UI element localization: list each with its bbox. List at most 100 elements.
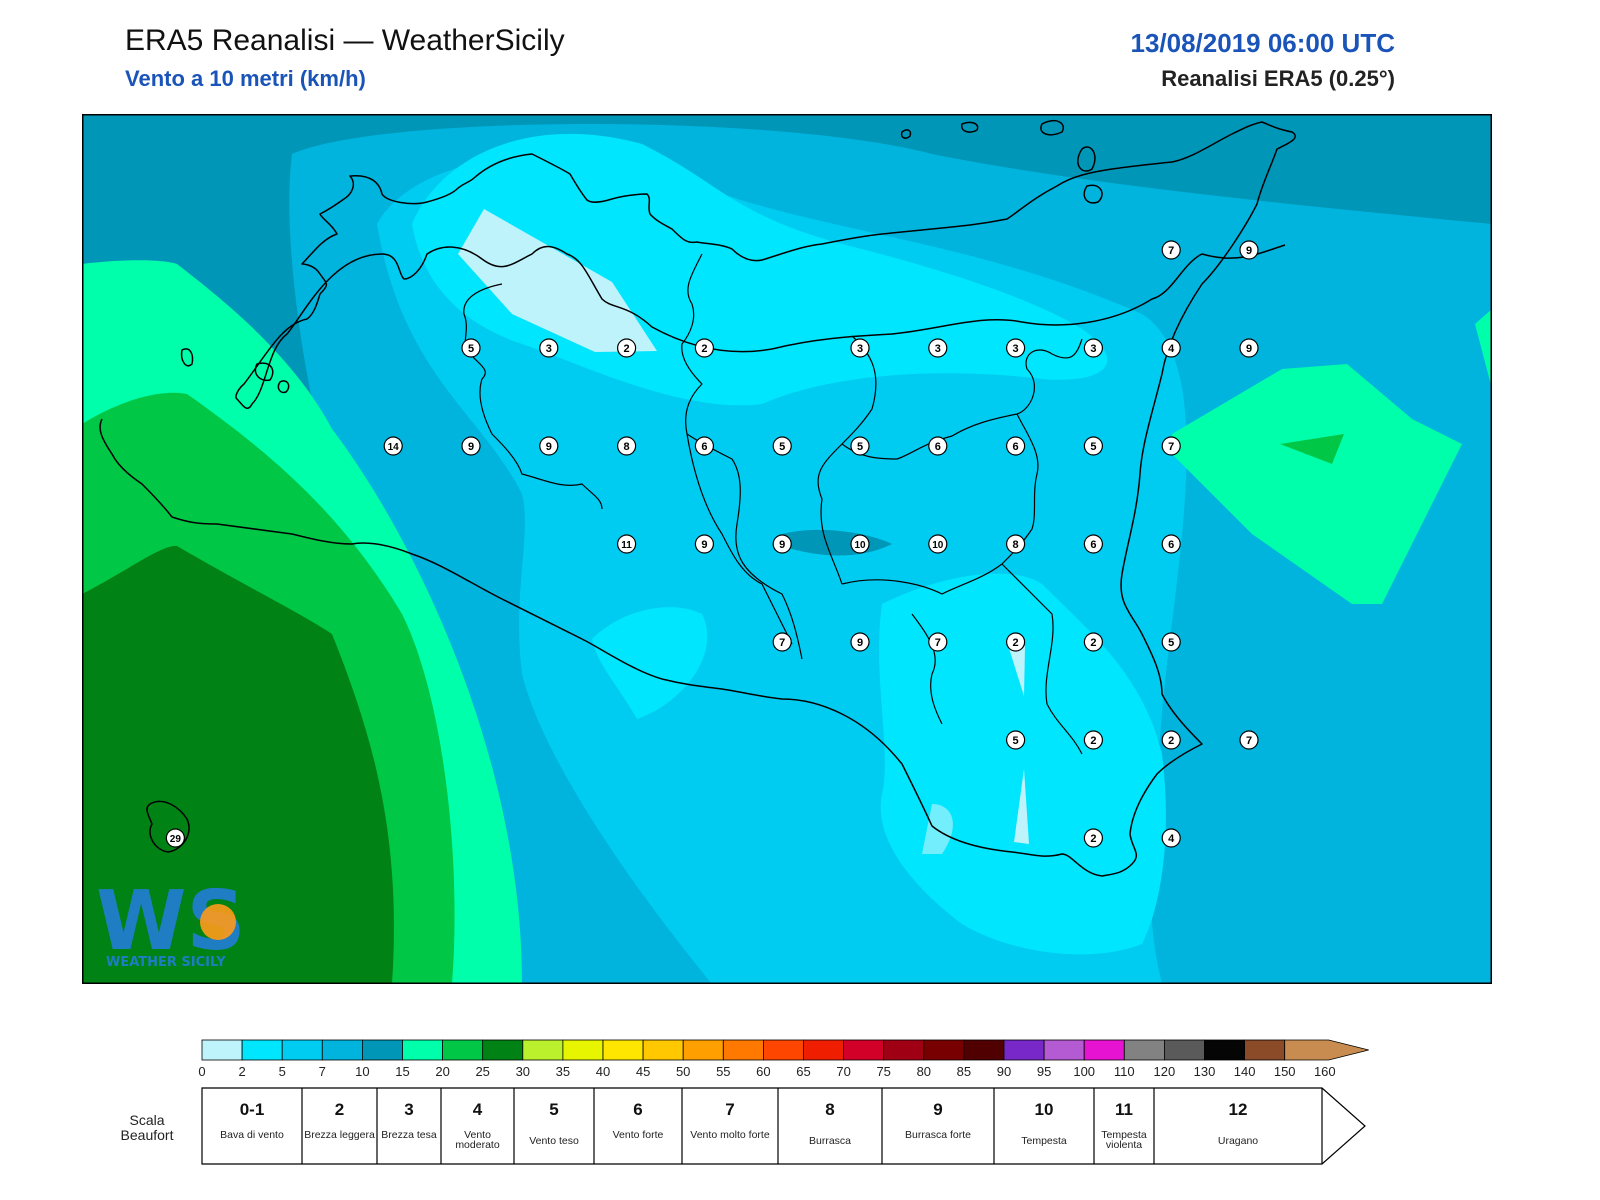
tick-label: 85 xyxy=(957,1064,971,1079)
tick-label: 90 xyxy=(997,1064,1011,1079)
map-datetime: 13/08/2019 06:00 UTC xyxy=(1130,28,1395,58)
tick-label: 5 xyxy=(279,1064,286,1079)
wind-value: 11 xyxy=(621,540,632,551)
tick-label: 150 xyxy=(1274,1064,1296,1079)
coastline xyxy=(99,120,1297,877)
wind-value-marker: 29 xyxy=(165,828,185,848)
beaufort-number: 5 xyxy=(549,1100,559,1119)
beaufort-title: Scala Beaufort xyxy=(120,1112,174,1143)
wind-value: 6 xyxy=(935,441,941,453)
wind-value-marker: 5 xyxy=(850,436,870,456)
wind-value: 6 xyxy=(1168,539,1174,551)
logo-caption: WEATHER SICILY xyxy=(106,955,226,970)
beaufort-number: 6 xyxy=(633,1100,643,1119)
tick-label: 65 xyxy=(796,1064,810,1079)
wind-value: 2 xyxy=(1090,637,1096,649)
color-swatch xyxy=(1123,1039,1165,1061)
wind-value: 3 xyxy=(935,343,941,355)
color-swatch xyxy=(1204,1039,1245,1061)
color-swatch xyxy=(562,1039,604,1061)
wind-value: 6 xyxy=(1090,539,1096,551)
marker-circle xyxy=(539,338,559,358)
wind-value: 5 xyxy=(779,441,785,453)
tick-label: 100 xyxy=(1073,1064,1095,1079)
wind-value-marker: 5 xyxy=(1083,436,1104,456)
wind-value: 2 xyxy=(701,343,707,355)
tick-label: 160 xyxy=(1314,1064,1336,1079)
marker-circle xyxy=(1161,632,1181,652)
tick-label: 110 xyxy=(1114,1064,1135,1079)
wind-value: 7 xyxy=(935,637,941,649)
wind-value: 6 xyxy=(1013,441,1019,453)
color-scale-bar xyxy=(201,1039,1369,1061)
beaufort-description: Vento molto forte xyxy=(690,1129,770,1141)
color-swatch xyxy=(1083,1039,1125,1061)
wind-value-marker: 9 xyxy=(1239,338,1259,358)
color-swatch xyxy=(201,1039,243,1061)
beaufort-cell: 5 Vento teso xyxy=(514,1088,594,1164)
marker-circle xyxy=(1161,828,1181,848)
wind-value-marker: 5 xyxy=(1005,730,1026,750)
marker-circle xyxy=(1083,828,1104,848)
beaufort-cell: 12 Uragano xyxy=(1154,1088,1322,1164)
wind-value: 3 xyxy=(1013,343,1019,355)
wind-value: 9 xyxy=(546,441,552,453)
beaufort-cell: 0-1 Bava di vento xyxy=(202,1088,302,1164)
marker-circle xyxy=(928,338,948,358)
wind-value: 3 xyxy=(857,343,863,355)
marker-circle xyxy=(383,436,403,456)
color-swatch xyxy=(883,1039,925,1061)
marker-circle xyxy=(928,632,948,652)
beaufort-cell: 3 Brezza tesa xyxy=(377,1088,441,1164)
marker-circle xyxy=(1239,338,1259,358)
marker-circle xyxy=(461,436,481,456)
wind-value-marker: 2 xyxy=(1083,730,1104,750)
wind-value: 5 xyxy=(1168,637,1174,649)
wind-value-marker: 9 xyxy=(850,632,870,652)
marker-circle xyxy=(1239,240,1259,260)
tick-label: 2 xyxy=(238,1064,245,1079)
wind-value: 9 xyxy=(779,539,785,551)
wind-value-marker: 5 xyxy=(461,338,481,358)
color-scale-ticks: 0 2 5 7 10 15 20 25 30 35 40 45 50 55 60 65 70 75 80 85 90 95… xyxy=(198,1064,1335,1079)
wind-value-marker: 2 xyxy=(1083,828,1104,848)
wind-value-marker: 2 xyxy=(1083,632,1104,652)
wind-value: 9 xyxy=(1246,245,1252,257)
marker-circle xyxy=(928,534,948,554)
marker-circle xyxy=(1239,730,1259,750)
wind-value-marker: 7 xyxy=(1161,436,1181,456)
marker-circle xyxy=(1083,632,1104,652)
wind-value: 7 xyxy=(1168,441,1174,453)
tick-label: 25 xyxy=(475,1064,489,1079)
color-swatch xyxy=(682,1039,724,1061)
wind-value-marker: 7 xyxy=(1239,730,1259,750)
wind-value: 2 xyxy=(1090,833,1096,845)
wind-value: 2 xyxy=(1090,735,1096,747)
beaufort-description: Vento forte xyxy=(612,1129,664,1141)
marker-circle xyxy=(539,436,559,456)
tick-label: 75 xyxy=(876,1064,890,1079)
wind-value: 4 xyxy=(1168,833,1175,845)
wind-value-marker: 4 xyxy=(1161,828,1181,848)
wind-value: 8 xyxy=(624,441,630,453)
wind-value: 2 xyxy=(1013,637,1019,649)
marker-circle xyxy=(1005,632,1026,652)
color-swatch xyxy=(602,1039,644,1061)
marker-circle xyxy=(1083,534,1104,554)
marker-circle xyxy=(694,338,715,358)
wind-value: 7 xyxy=(1246,735,1252,747)
beaufort-number: 8 xyxy=(825,1100,835,1119)
wind-value-marker: 9 xyxy=(539,436,559,456)
wind-value-marker: 3 xyxy=(850,338,870,358)
wind-value: 10 xyxy=(854,540,866,551)
wind-value-marker: 2 xyxy=(1005,632,1026,652)
beaufort-number: 10 xyxy=(1034,1100,1054,1119)
beaufort-scale-frame xyxy=(201,1087,1366,1165)
wind-value-marker: 8 xyxy=(1005,534,1026,554)
wind-value: 14 xyxy=(388,442,400,453)
wind-value-marker: 4 xyxy=(1161,338,1181,358)
wind-speed-legend: 0 2 5 7 10 15 20 25 30 35 40 45 50 55 60 65 70 75 80 85 90 95… xyxy=(198,1039,1369,1165)
marker-circle xyxy=(616,534,637,554)
wind-value-marker: 2 xyxy=(616,338,637,358)
beaufort-description: Burrasca forte xyxy=(905,1129,971,1141)
